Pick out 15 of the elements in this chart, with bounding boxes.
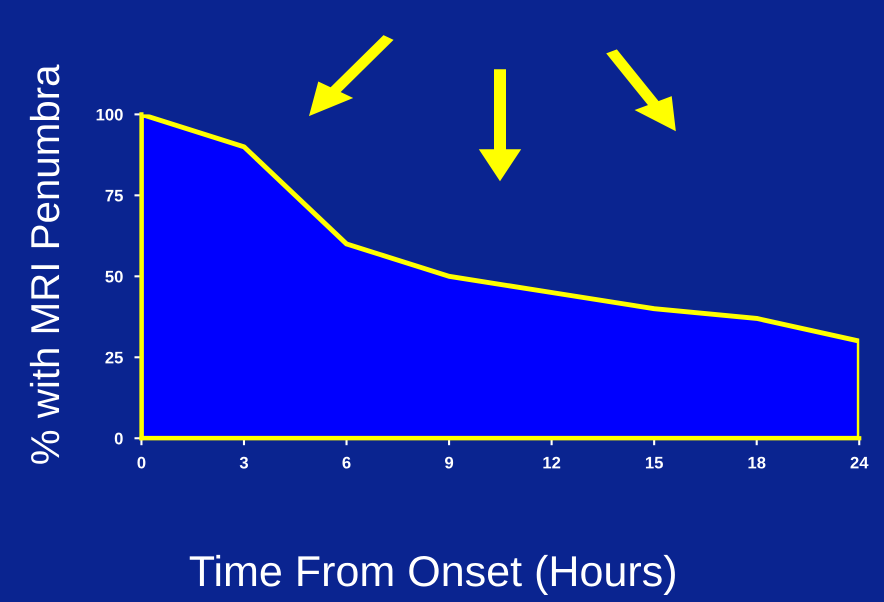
y-tick-label: 100 (96, 108, 123, 121)
x-tick-label: 9 (445, 456, 454, 469)
x-tick-label: 3 (240, 456, 248, 469)
x-tick-label: 6 (342, 456, 351, 469)
x-tick-label: 24 (850, 456, 868, 468)
y-tick-label: 0 (114, 432, 123, 444)
y-tick-label: 25 (105, 352, 123, 364)
y-tick-label: 75 (106, 190, 123, 202)
x-tick-label: 0 (137, 456, 146, 469)
x-axis-title: Time From Onset (Hours) (190, 554, 675, 595)
y-axis-title: % with MRI Penumbra (30, 64, 60, 464)
x-tick-label: 18 (748, 456, 766, 469)
x-tick-label: 15 (646, 456, 663, 469)
y-tick-label: 50 (105, 270, 123, 283)
x-tick-label: 12 (543, 456, 560, 468)
